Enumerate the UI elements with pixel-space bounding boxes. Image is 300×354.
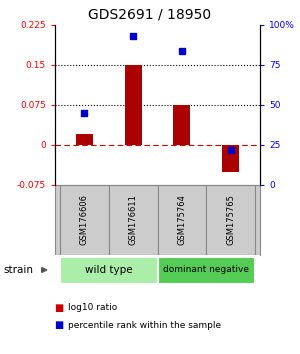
Point — [228, 147, 233, 153]
Text: ■: ■ — [54, 320, 63, 330]
Bar — [206, 185, 255, 255]
Bar — [76, 134, 93, 145]
Bar — [124, 65, 142, 145]
Text: GSM176606: GSM176606 — [80, 194, 89, 246]
Bar — [60, 257, 158, 284]
Bar — [158, 185, 206, 255]
Text: GDS2691 / 18950: GDS2691 / 18950 — [88, 8, 212, 22]
Point — [131, 33, 136, 39]
Text: dominant negative: dominant negative — [163, 266, 249, 274]
Bar — [222, 145, 239, 172]
Bar — [173, 105, 190, 145]
Point — [82, 110, 87, 116]
Text: ■: ■ — [54, 303, 63, 313]
Bar — [109, 185, 158, 255]
Text: GSM175764: GSM175764 — [177, 195, 186, 245]
Bar — [158, 257, 255, 284]
Text: strain: strain — [3, 265, 33, 275]
Point — [179, 48, 184, 53]
Text: GSM176611: GSM176611 — [129, 195, 138, 245]
Text: wild type: wild type — [85, 265, 133, 275]
Text: GSM175765: GSM175765 — [226, 195, 235, 245]
Bar — [60, 185, 109, 255]
Text: percentile rank within the sample: percentile rank within the sample — [68, 320, 220, 330]
Text: log10 ratio: log10 ratio — [68, 303, 117, 313]
